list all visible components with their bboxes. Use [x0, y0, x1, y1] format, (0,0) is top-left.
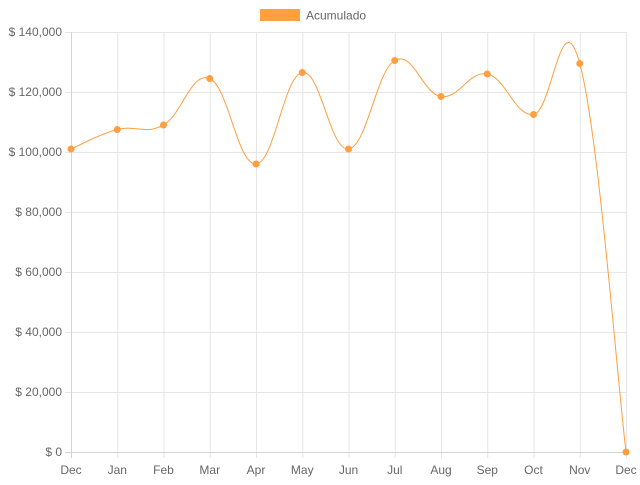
x-tick-label: Dec — [615, 463, 636, 477]
y-tick-label: $ 40,000 — [15, 325, 62, 339]
x-tick-label: Sep — [477, 463, 499, 477]
y-axis-tick-labels: $ 0 $ 20,000 $ 40,000 $ 60,000 $ 80,000 $ 100… — [9, 25, 63, 459]
x-tick-label: Aug — [430, 463, 451, 477]
legend[interactable]: Acumulado — [260, 9, 366, 23]
y-tick-label: $ 80,000 — [15, 205, 62, 219]
x-tick-label: Apr — [247, 463, 266, 477]
legend-swatch[interactable] — [260, 9, 300, 21]
data-point[interactable] — [160, 121, 167, 129]
data-point[interactable] — [67, 145, 75, 153]
x-tick-label: Oct — [524, 463, 543, 477]
y-tick-label: $ 20,000 — [15, 385, 62, 399]
x-tick-label: Dec — [60, 463, 81, 477]
grid-lines — [65, 32, 627, 458]
y-tick-label: $ 100,000 — [9, 145, 63, 159]
x-tick-label: Jun — [339, 463, 358, 477]
y-tick-label: $ 0 — [45, 445, 62, 459]
y-tick-label: $ 60,000 — [15, 265, 62, 279]
data-point[interactable] — [345, 145, 352, 153]
x-tick-label: Jan — [108, 463, 127, 477]
x-tick-label: Jul — [387, 463, 402, 477]
y-tick-label: $ 140,000 — [9, 25, 63, 39]
data-points — [67, 57, 630, 456]
x-tick-label: May — [291, 463, 314, 477]
data-point[interactable] — [113, 126, 121, 133]
y-tick-label: $ 120,000 — [9, 85, 63, 99]
x-axis-tick-labels: Dec Jan Feb Mar Apr May Jun Jul Aug Sep Oct Nov Dec — [60, 463, 636, 477]
x-tick-label: Mar — [199, 463, 220, 477]
data-point[interactable] — [483, 70, 491, 78]
legend-label[interactable]: Acumulado — [306, 9, 366, 23]
series-lines — [70, 42, 627, 453]
x-tick-label: Feb — [153, 463, 174, 477]
axes — [71, 32, 626, 453]
series-line-0 — [70, 42, 627, 453]
data-point[interactable] — [391, 57, 399, 64]
data-point[interactable] — [252, 160, 260, 168]
x-tick-label: Nov — [569, 463, 590, 477]
data-point[interactable] — [298, 69, 306, 76]
data-point[interactable] — [576, 60, 584, 67]
data-point[interactable] — [622, 448, 630, 456]
data-point[interactable] — [530, 111, 537, 118]
data-point[interactable] — [206, 75, 214, 82]
data-point[interactable] — [437, 93, 445, 100]
